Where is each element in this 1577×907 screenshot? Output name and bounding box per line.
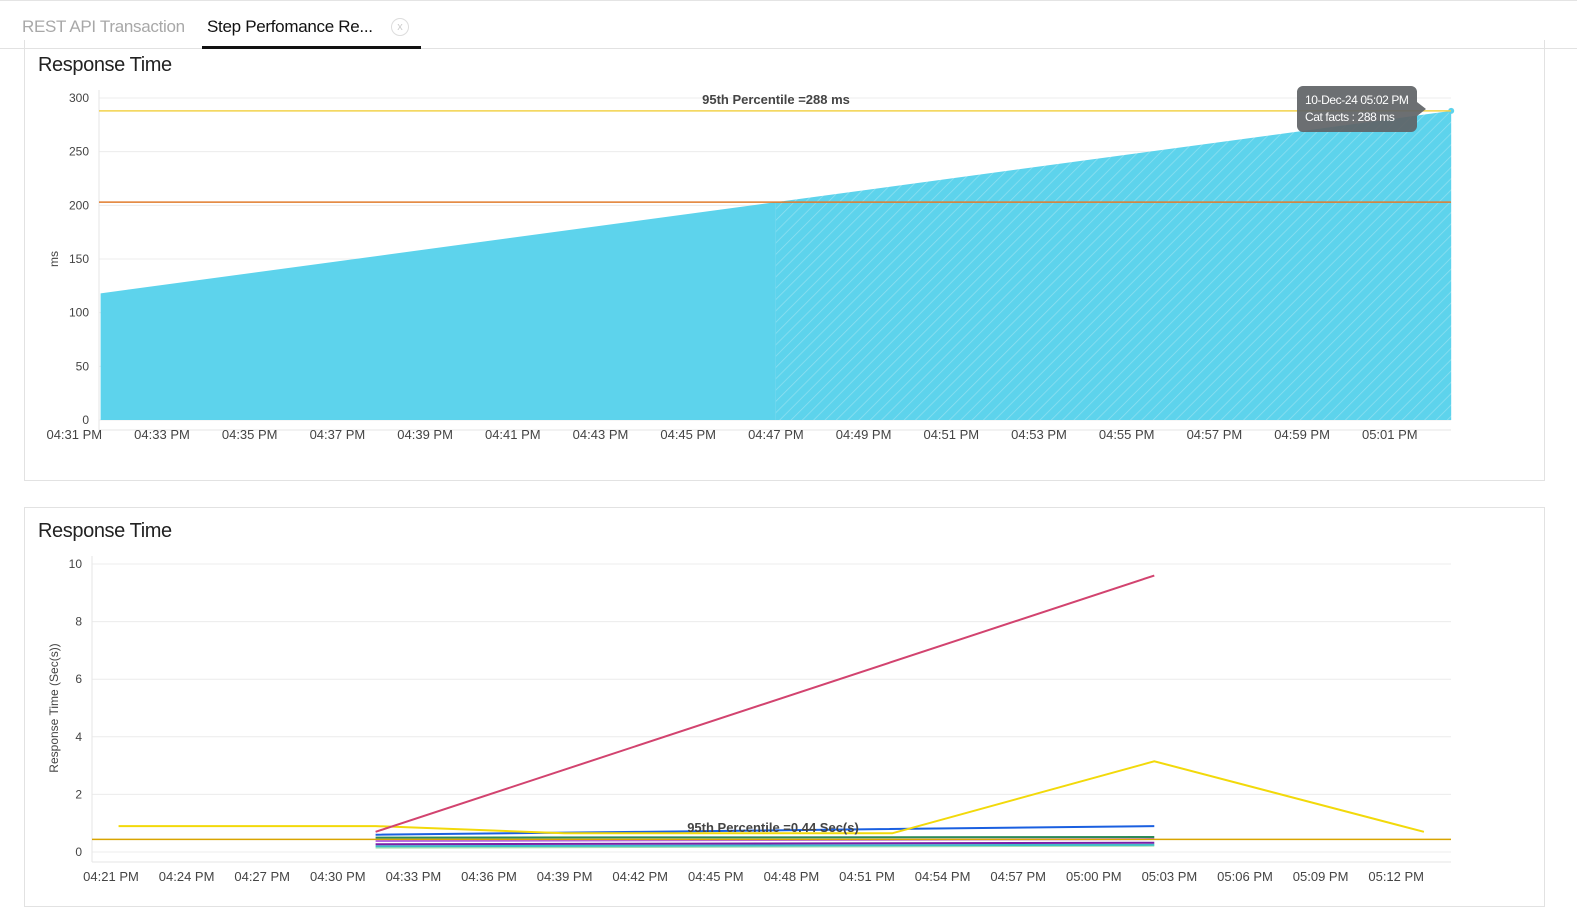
- area-series-cat-facts-hatched: [775, 110, 1452, 420]
- x-tick-label: 04:39 PM: [397, 427, 453, 442]
- x-tick-label: 04:48 PM: [764, 869, 820, 884]
- panel-title: Response Time: [38, 54, 172, 76]
- area-series-cat-facts: [100, 202, 776, 420]
- x-tick-label: 04:33 PM: [386, 869, 442, 884]
- x-tick-label: 04:57 PM: [1187, 427, 1243, 442]
- line-series-2[interactable]: [375, 841, 1155, 846]
- y-tick-label: 0: [82, 413, 89, 427]
- y-tick-label: 150: [69, 252, 89, 266]
- tab-bar: REST API Transaction Step Perfomance Re.…: [0, 0, 1577, 49]
- y-tick-label: 250: [69, 145, 89, 159]
- x-tick-label: 04:53 PM: [1011, 427, 1067, 442]
- x-tick-label: 05:12 PM: [1368, 869, 1424, 884]
- tab-rest-api-transaction[interactable]: REST API Transaction: [22, 17, 185, 36]
- y-tick-label: 50: [76, 359, 90, 373]
- y-tick-label: 8: [75, 615, 82, 629]
- x-tick-label: 04:36 PM: [461, 869, 517, 884]
- x-tick-label: 04:43 PM: [573, 427, 629, 442]
- y-axis-label: ms: [47, 251, 61, 267]
- x-tick-label: 04:41 PM: [485, 427, 541, 442]
- y-tick-label: 4: [75, 730, 82, 744]
- percentile-label: 95th Percentile =288 ms: [702, 92, 850, 107]
- x-tick-label: 04:21 PM: [83, 869, 139, 884]
- line-series-1[interactable]: [375, 843, 1155, 848]
- x-tick-label: 05:01 PM: [1362, 427, 1418, 442]
- tooltip: [1297, 86, 1426, 132]
- tooltip-value: Cat facts : 288 ms: [1305, 110, 1395, 124]
- x-tick-label: 04:35 PM: [222, 427, 278, 442]
- active-tab-indicator: [202, 46, 421, 49]
- x-tick-label: 05:06 PM: [1217, 869, 1273, 884]
- x-tick-label: 05:09 PM: [1293, 869, 1349, 884]
- line-series-5[interactable]: [375, 825, 1155, 836]
- line-series-6[interactable]: [118, 760, 1425, 835]
- y-tick-label: 300: [69, 91, 89, 105]
- x-tick-label: 04:45 PM: [688, 869, 744, 884]
- x-tick-label: 04:54 PM: [915, 869, 971, 884]
- x-tick-label: 04:59 PM: [1274, 427, 1330, 442]
- x-tick-label: 04:27 PM: [234, 869, 290, 884]
- y-axis-label: Response Time (Sec(s)): [47, 643, 61, 772]
- x-tick-label: 04:51 PM: [839, 869, 895, 884]
- y-tick-label: 2: [75, 787, 82, 801]
- x-tick-label: 04:49 PM: [836, 427, 892, 442]
- x-tick-label: 04:47 PM: [748, 427, 804, 442]
- x-tick-label: 04:39 PM: [537, 869, 593, 884]
- x-tick-label: 04:31 PM: [46, 427, 102, 442]
- x-tick-label: 04:55 PM: [1099, 427, 1155, 442]
- y-tick-label: 10: [69, 557, 83, 571]
- percentile-label: 95th Percentile =0.44 Sec(s): [687, 820, 859, 835]
- y-tick-label: 100: [69, 306, 89, 320]
- panel-title: Response Time: [38, 520, 172, 542]
- x-tick-label: 04:33 PM: [134, 427, 190, 442]
- y-tick-label: 0: [75, 845, 82, 859]
- line-series-4[interactable]: [375, 836, 1155, 839]
- response-time-panel-1: Response Time: [24, 40, 1545, 481]
- x-tick-label: 04:24 PM: [159, 869, 215, 884]
- x-tick-label: 04:30 PM: [310, 869, 366, 884]
- y-tick-label: 200: [69, 198, 89, 212]
- x-tick-label: 05:00 PM: [1066, 869, 1122, 884]
- close-tab-icon[interactable]: x: [391, 18, 409, 36]
- x-tick-label: 04:57 PM: [990, 869, 1046, 884]
- tab-step-performance[interactable]: Step Perfomance Re...: [207, 17, 373, 36]
- tooltip-date: 10-Dec-24 05:02 PM: [1305, 93, 1409, 107]
- x-tick-label: 04:42 PM: [612, 869, 668, 884]
- x-tick-label: 04:51 PM: [923, 427, 979, 442]
- data-point[interactable]: [1448, 107, 1455, 114]
- x-tick-label: 04:45 PM: [660, 427, 716, 442]
- y-tick-label: 6: [75, 672, 82, 686]
- x-tick-label: 05:03 PM: [1142, 869, 1198, 884]
- x-tick-label: 04:37 PM: [310, 427, 366, 442]
- line-series-7[interactable]: [375, 574, 1155, 833]
